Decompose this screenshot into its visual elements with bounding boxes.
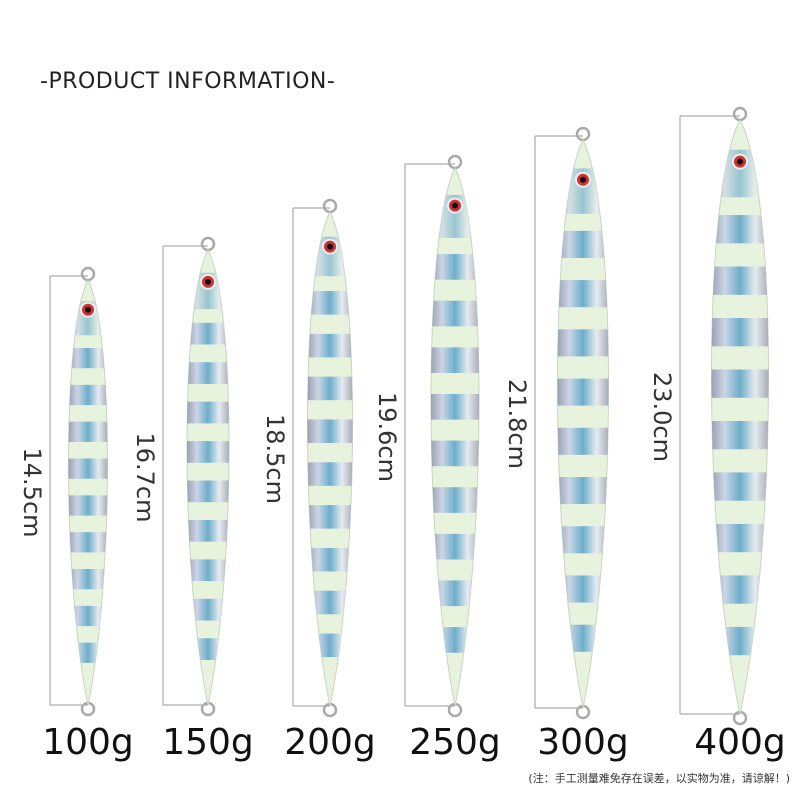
stripe <box>307 633 353 658</box>
stripe <box>68 495 108 516</box>
stripe <box>711 369 769 398</box>
stripe <box>187 519 229 542</box>
product: 23.0cm 400g <box>648 106 786 763</box>
pupil <box>327 243 333 250</box>
stripe <box>711 523 769 553</box>
lure-ring <box>322 198 338 214</box>
product: 18.5cm 200g <box>261 198 376 763</box>
length-label: 18.5cm <box>261 414 289 504</box>
stripe <box>187 638 229 660</box>
lure-ring <box>80 266 96 282</box>
stripe <box>68 458 108 479</box>
stripe <box>431 300 479 327</box>
lure-body <box>711 118 769 715</box>
pupil <box>205 278 211 285</box>
weight-label: 200g <box>284 722 376 763</box>
pupil <box>737 158 743 165</box>
stripe <box>431 580 479 607</box>
lure-body <box>307 210 353 707</box>
product: 14.5cm 100g <box>18 266 134 763</box>
stripe <box>557 526 609 554</box>
weight-label: 400g <box>694 722 786 763</box>
stripe <box>431 254 479 280</box>
stripe <box>431 393 479 420</box>
stripe <box>557 575 609 603</box>
weight-label: 100g <box>42 722 134 763</box>
stripe <box>307 590 353 615</box>
lure-ring <box>575 126 591 142</box>
pupil <box>580 176 586 183</box>
stripe <box>431 533 479 560</box>
stripe <box>557 378 609 406</box>
title: -PRODUCT INFORMATION- <box>40 69 335 94</box>
stripe <box>68 384 108 406</box>
stripe <box>557 477 609 505</box>
length-label: 19.6cm <box>373 392 401 482</box>
stripe <box>187 559 229 582</box>
stripe <box>307 462 353 486</box>
stripe <box>68 605 108 627</box>
stripe <box>557 624 609 652</box>
length-label: 14.5cm <box>18 447 46 537</box>
stripe <box>187 362 229 384</box>
stripe <box>68 532 108 553</box>
stripe <box>307 505 353 529</box>
stripe <box>68 569 108 590</box>
stripe <box>557 427 609 455</box>
lure-body <box>557 138 609 709</box>
stripe <box>307 291 353 315</box>
stripe <box>557 230 609 258</box>
stripe <box>187 322 229 345</box>
stripe <box>68 348 108 369</box>
stripe <box>711 472 769 501</box>
stripe <box>711 575 769 604</box>
stripe <box>187 401 229 424</box>
length-label: 23.0cm <box>648 372 676 462</box>
stripe <box>711 420 769 450</box>
stripe <box>307 419 353 444</box>
note: (注：手工测量难免存在误差，以实物为准，请谅解！) <box>528 771 790 785</box>
product: 19.6cm 250g <box>373 154 501 763</box>
stripe <box>68 642 108 663</box>
weight-label: 250g <box>409 722 501 763</box>
lure-ring <box>732 106 748 122</box>
stripe <box>711 318 769 347</box>
stripe <box>187 598 229 621</box>
lure-ring <box>447 154 463 170</box>
length-label: 21.8cm <box>503 379 531 469</box>
stripe <box>431 627 479 653</box>
product: 21.8cm 300g <box>503 126 629 763</box>
pupil <box>452 202 458 209</box>
lure-body <box>430 166 480 707</box>
stripe <box>557 329 609 357</box>
weight-label: 150g <box>162 722 254 763</box>
stripe <box>711 215 769 244</box>
stripe <box>307 547 353 572</box>
pupil <box>85 306 91 313</box>
lure-ring <box>200 236 216 252</box>
product: 16.7cm 150g <box>131 236 254 763</box>
stripe <box>431 347 479 373</box>
stripe <box>711 266 769 295</box>
stripe <box>711 626 769 656</box>
stripe <box>68 421 108 442</box>
lure-body <box>186 248 230 706</box>
stripe <box>307 376 353 401</box>
stripe <box>431 487 479 513</box>
lure-body <box>68 278 108 706</box>
stripe <box>557 280 609 308</box>
stripe <box>187 441 229 463</box>
weight-label: 300g <box>537 722 629 763</box>
stripe <box>307 333 353 358</box>
stripe <box>187 480 229 503</box>
length-label: 16.7cm <box>131 432 159 522</box>
stripe <box>431 440 479 467</box>
